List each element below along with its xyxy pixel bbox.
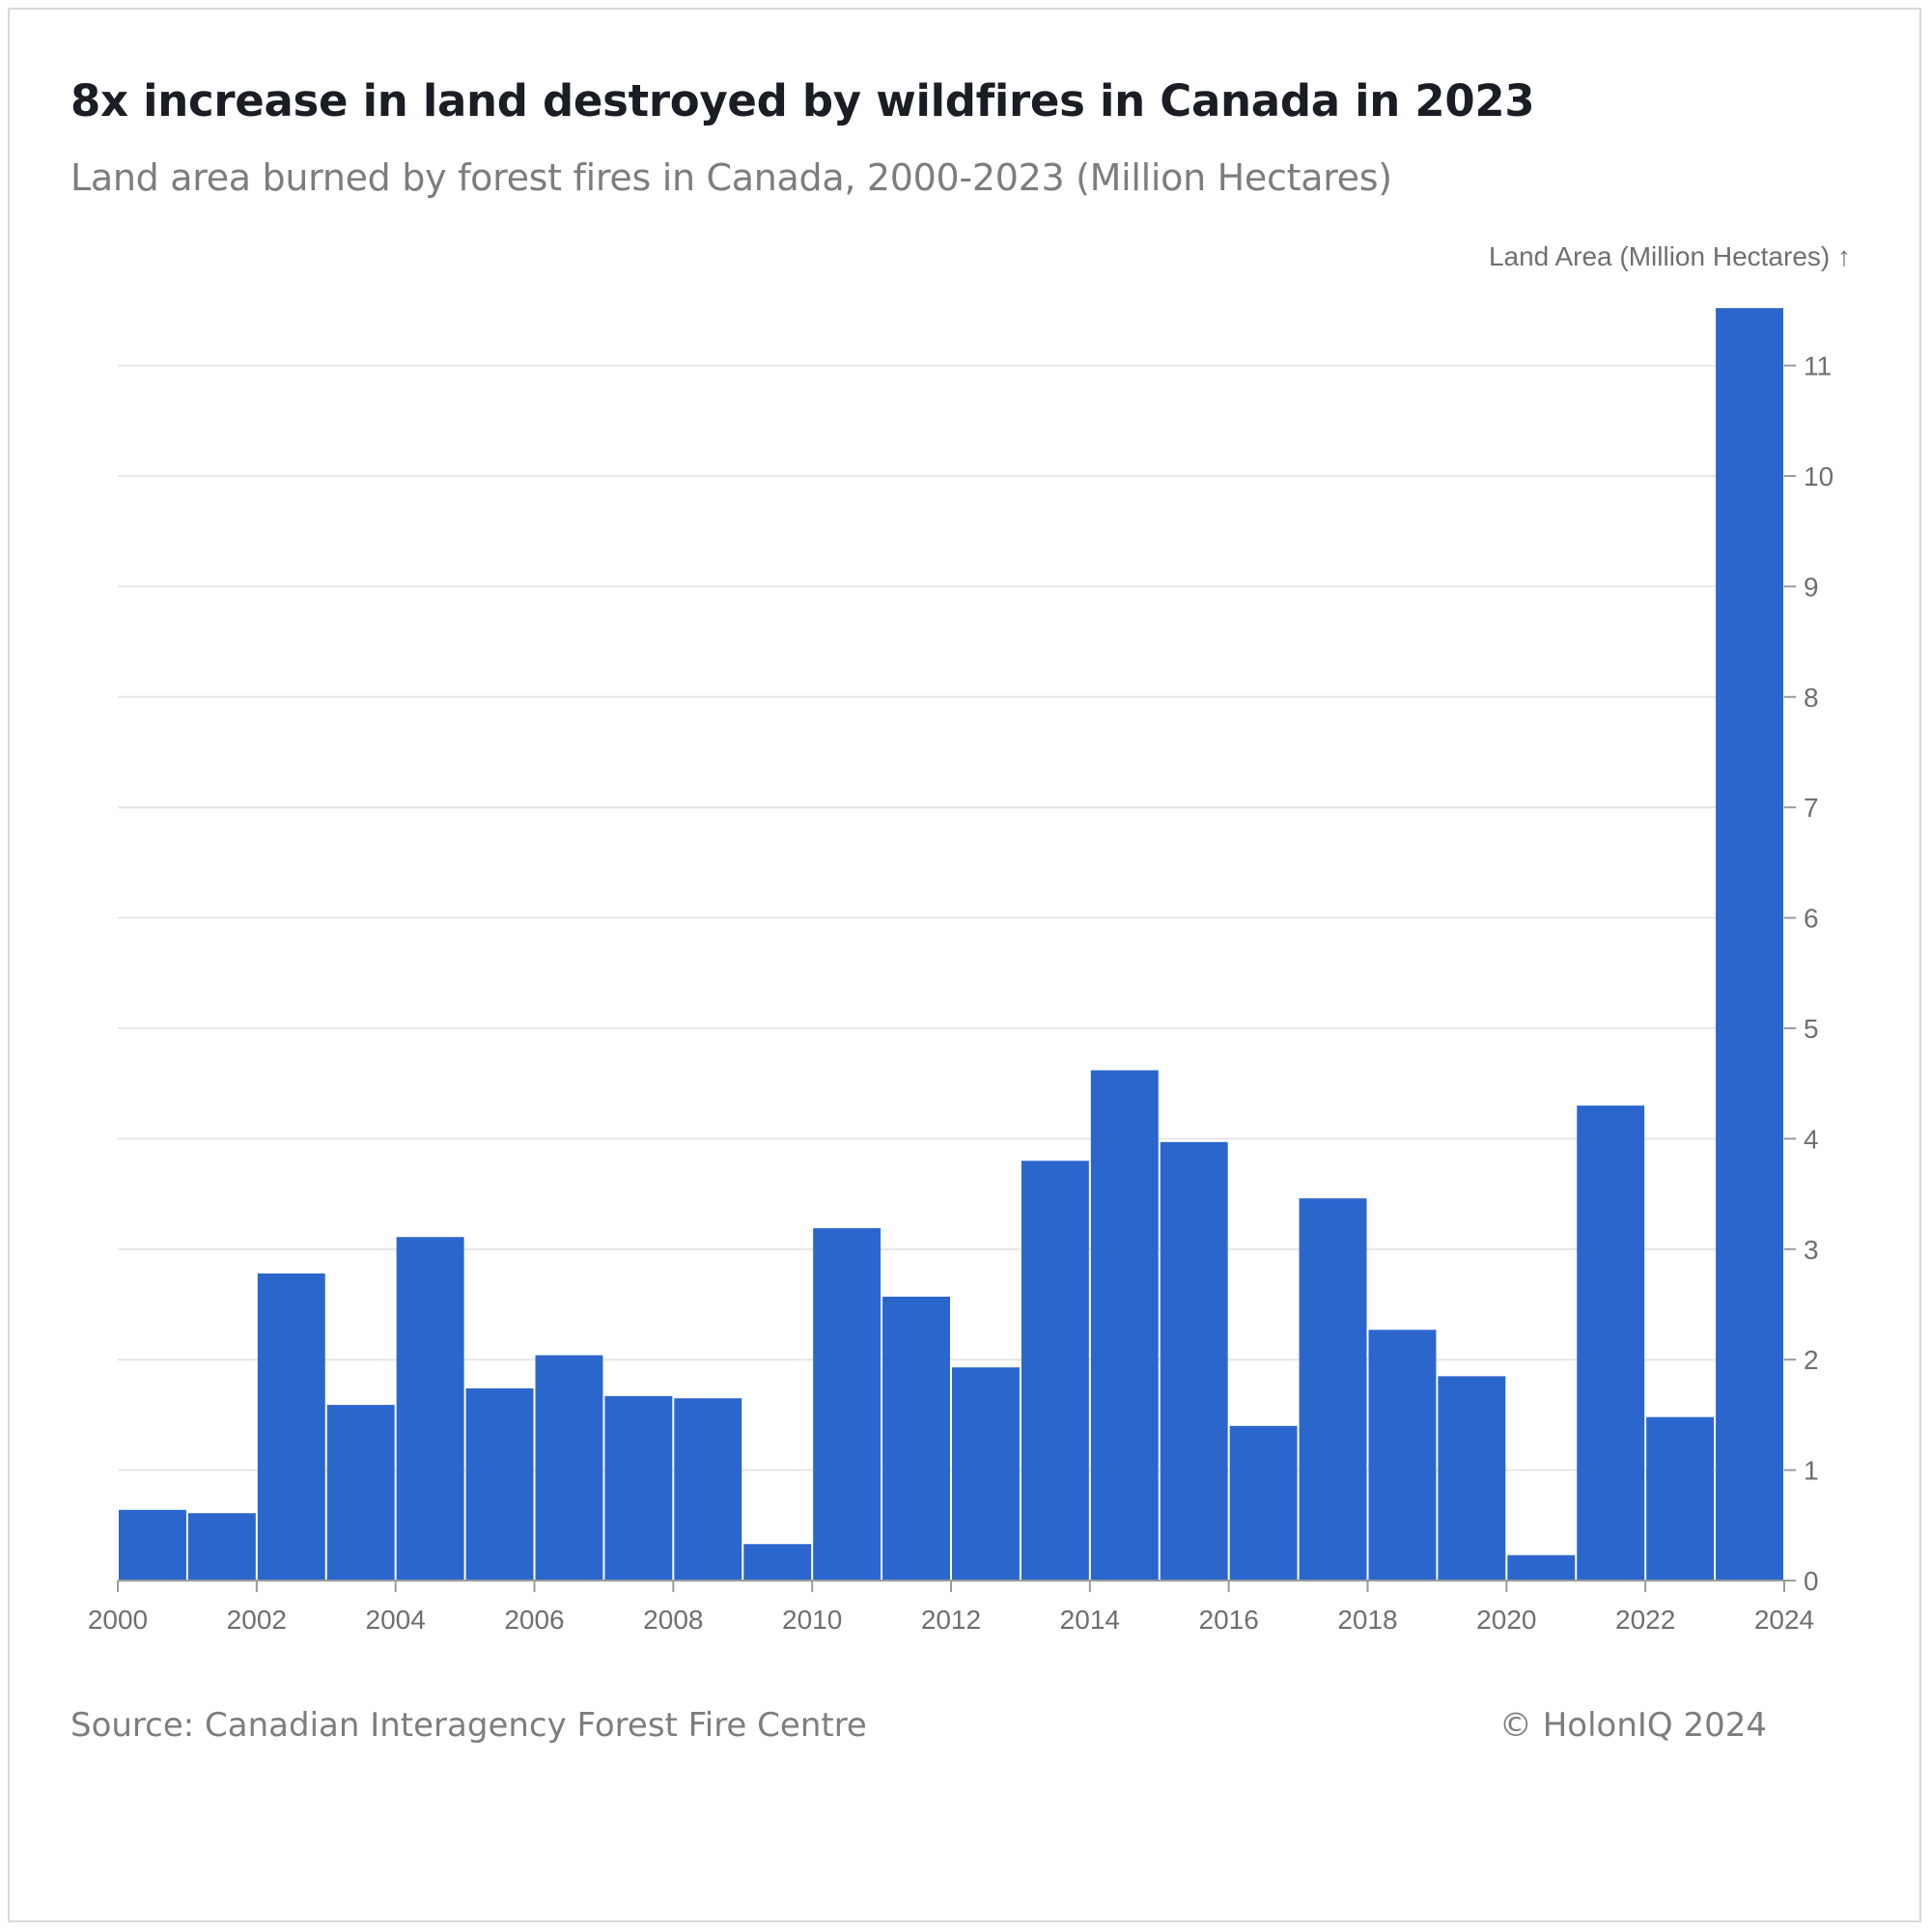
x-tick-label: 2010	[782, 1605, 842, 1635]
x-tick-label: 2006	[504, 1605, 564, 1635]
gridlines	[118, 364, 1784, 1471]
x-tick-label: 2012	[921, 1605, 981, 1635]
bar-2020	[1507, 1554, 1576, 1581]
y-tick-label: 6	[1804, 904, 1819, 934]
bar-2008	[674, 1398, 742, 1581]
x-tick-label: 2000	[88, 1605, 148, 1635]
bar-2006	[535, 1355, 603, 1581]
bar-2021	[1577, 1106, 1645, 1581]
chart-card	[8, 8, 1921, 1922]
bar-2019	[1438, 1376, 1506, 1581]
x-tick-label: 2016	[1199, 1605, 1259, 1635]
x-tick-label: 2018	[1337, 1605, 1397, 1635]
bar-2004	[396, 1237, 464, 1581]
bar-2012	[952, 1367, 1020, 1581]
x-tick-label: 2022	[1615, 1605, 1675, 1635]
y-tick-label: 3	[1804, 1235, 1819, 1265]
y-tick-label: 11	[1804, 351, 1832, 381]
bar-2018	[1368, 1330, 1437, 1581]
bar-2013	[1021, 1161, 1089, 1581]
y-tick-label: 4	[1804, 1124, 1819, 1154]
bars	[119, 308, 1783, 1581]
bar-2007	[604, 1395, 673, 1581]
chart-title: 8x increase in land destroyed by wildfir…	[70, 75, 1535, 126]
y-tick-label: 9	[1804, 572, 1819, 602]
bar-2001	[187, 1513, 256, 1581]
axes: 0 1 2 3 4 5 6 7 8 9 10 11 2000 2002 2004 2006 2008 2010 20…	[88, 351, 1833, 1635]
bar-2015	[1160, 1141, 1228, 1581]
bar-2022	[1646, 1416, 1715, 1581]
y-tick-label: 10	[1804, 462, 1833, 491]
bar-2014	[1090, 1070, 1159, 1581]
bar-2005	[465, 1387, 534, 1581]
bar-2002	[257, 1273, 325, 1581]
bar-2017	[1299, 1198, 1367, 1581]
x-tick-label: 2004	[366, 1605, 426, 1635]
y-tick-label: 1	[1804, 1456, 1819, 1486]
y-tick-label: 0	[1804, 1566, 1819, 1596]
y-tick-label: 5	[1804, 1014, 1819, 1044]
x-tick-label: 2020	[1476, 1605, 1536, 1635]
bar-2000	[119, 1509, 186, 1581]
bar-2016	[1229, 1425, 1298, 1581]
y-tick-label: 2	[1804, 1345, 1819, 1375]
copyright-note: © HolonIQ 2024	[1498, 1706, 1767, 1745]
x-tick-label: 2002	[227, 1605, 287, 1635]
bar-2010	[813, 1228, 882, 1581]
bar-2009	[743, 1544, 812, 1581]
y-tick-label: 7	[1804, 793, 1819, 823]
x-tick-label: 2008	[643, 1605, 703, 1635]
x-tick-label: 2014	[1060, 1605, 1120, 1635]
bar-2023	[1716, 308, 1783, 1581]
y-tick-label: 8	[1804, 683, 1819, 713]
chart-subtitle: Land area burned by forest fires in Cana…	[70, 156, 1392, 199]
source-note: Source: Canadian Interagency Forest Fire…	[70, 1706, 867, 1745]
x-tick-label: 2024	[1754, 1605, 1814, 1635]
y-axis-label: Land Area (Million Hectares) ↑	[1489, 241, 1851, 271]
bar-2003	[326, 1405, 395, 1581]
bar-2011	[882, 1296, 950, 1581]
